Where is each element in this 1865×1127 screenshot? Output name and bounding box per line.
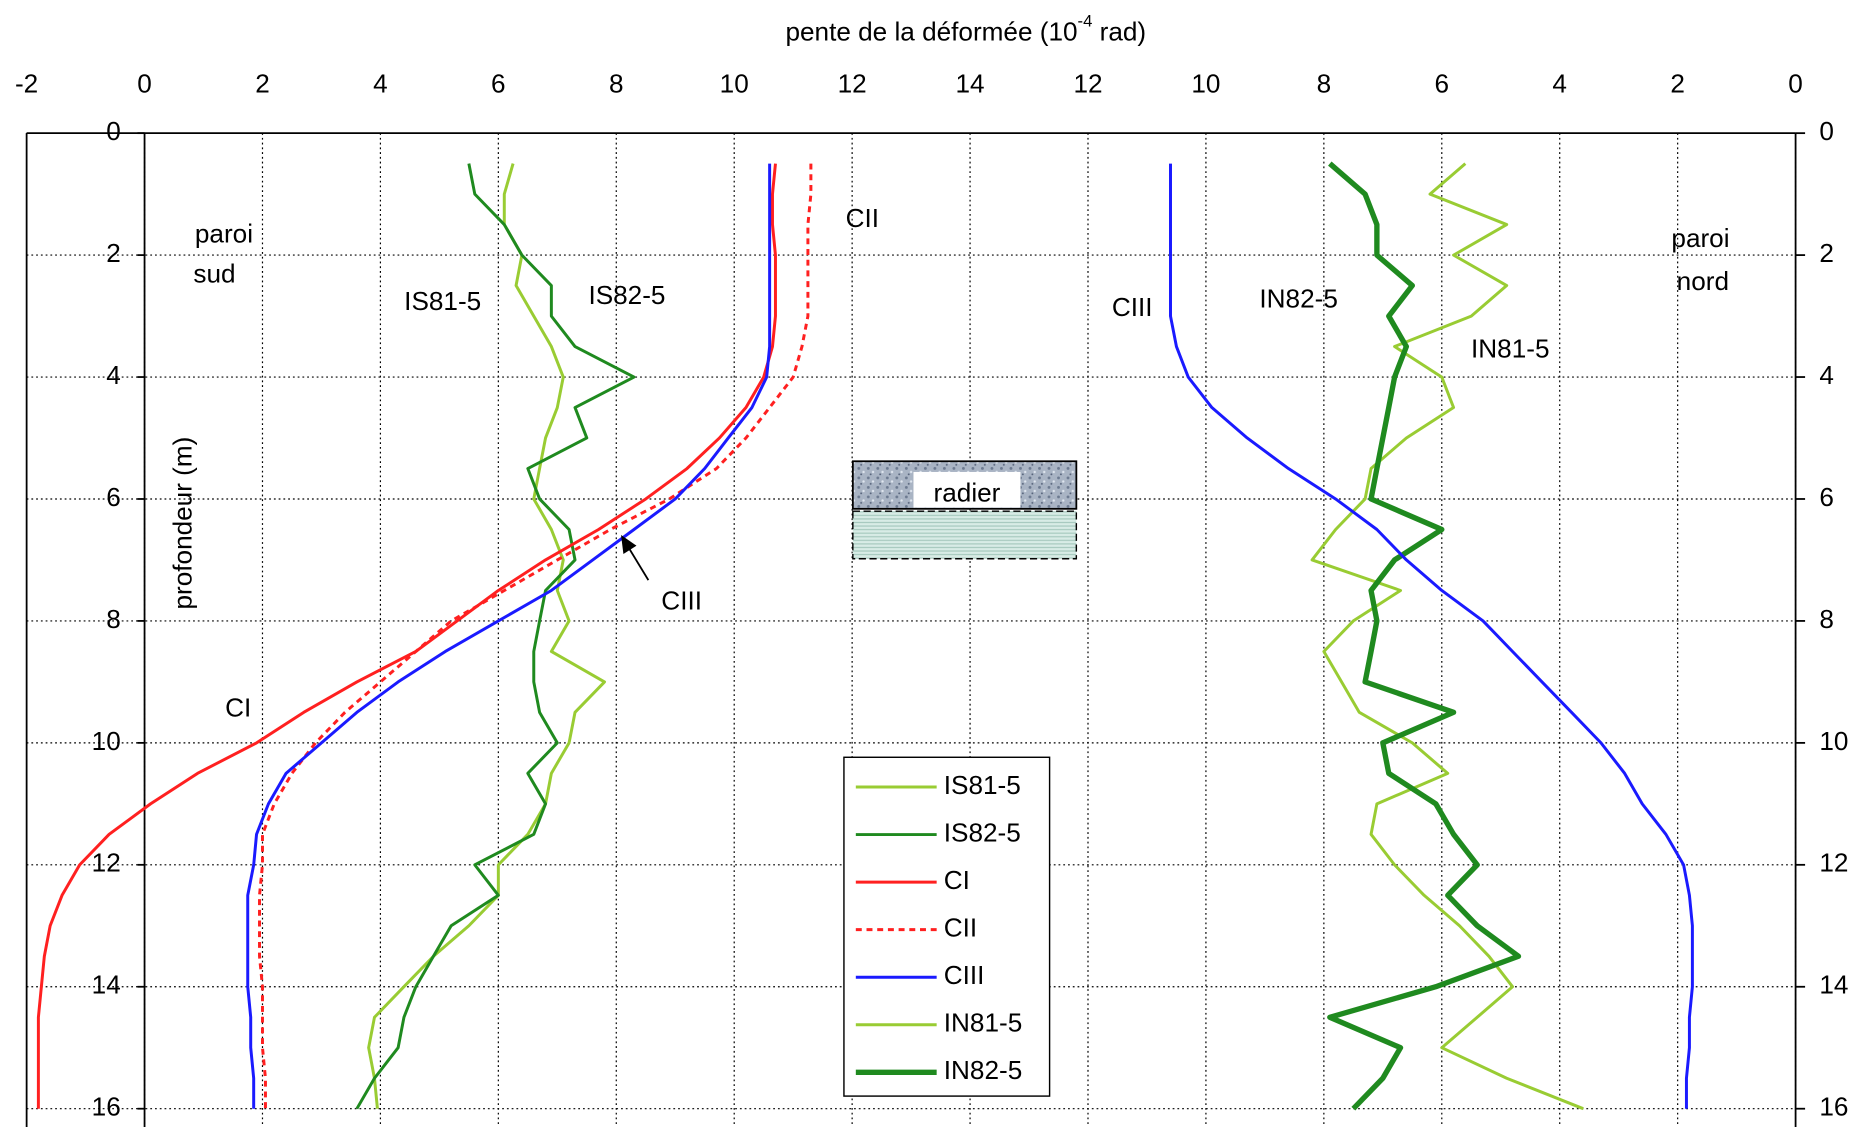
legend-label: CIII (944, 960, 985, 990)
title-text: rad) (1092, 16, 1146, 46)
series-line (36, 163, 777, 1109)
annotation: IS82-5 (588, 280, 665, 310)
chart-title: pente de la déformée (10-4 rad) (785, 12, 1146, 46)
y-tick-label: 16 (92, 1092, 121, 1122)
y-tick-label: 2 (106, 238, 121, 268)
x-tick-label: 12 (838, 69, 867, 99)
y2-tick-label: 8 (1819, 604, 1834, 634)
y2-tick-label: 0 (1819, 116, 1834, 146)
x-tick-label: 6 (491, 69, 506, 99)
title-text: pente de la déformée (10 (785, 16, 1077, 46)
series-line (246, 163, 772, 1109)
x-tick-label: 4 (373, 69, 388, 99)
series-line (1310, 162, 1584, 1111)
series-line (1327, 161, 1522, 1111)
y2-tick-label: 12 (1819, 848, 1848, 878)
x-tick-label: 14 (956, 69, 985, 99)
x-tick-label: 0 (1788, 69, 1803, 99)
y-tick-label: 8 (106, 604, 121, 634)
x-tick-label: 12 (1073, 69, 1102, 99)
annotation: paroi (1671, 223, 1729, 253)
legend-label: IN82-5 (944, 1055, 1022, 1085)
annotation: radier (934, 477, 1001, 507)
arrow-head (621, 534, 637, 554)
x-tick-label: -2 (15, 69, 38, 99)
x-tick-label: 2 (255, 69, 270, 99)
annotation: CIII (661, 586, 702, 616)
y-tick-label: 10 (92, 726, 121, 756)
series-line (355, 163, 636, 1110)
annotation: CIII (1112, 292, 1153, 322)
y-tick-label: 4 (106, 360, 121, 390)
x-tick-label: 2 (1670, 69, 1685, 99)
annotation: sud (193, 259, 235, 289)
annotation: IS81-5 (404, 286, 481, 316)
annotation: CI (225, 693, 251, 723)
y-tick-label: 0 (106, 116, 121, 146)
y-tick-label: 6 (106, 482, 121, 512)
x-tick-label: 4 (1552, 69, 1567, 99)
radier-base (852, 510, 1078, 560)
x-tick-label: 0 (137, 69, 152, 99)
y2-tick-label: 16 (1819, 1092, 1848, 1122)
x-tick-label: 6 (1435, 69, 1450, 99)
annotation: IN81-5 (1471, 334, 1549, 364)
legend-label: IS81-5 (944, 770, 1021, 800)
legend-label: IN81-5 (944, 1008, 1022, 1038)
y2-tick-label: 6 (1819, 482, 1834, 512)
y2-tick-label: 2 (1819, 238, 1834, 268)
annotation: nord (1677, 266, 1729, 296)
legend: IS81-5 IS82-5 CI CII CIII IN81-5 IN82-5 (843, 756, 1051, 1097)
y-tick-label: 12 (92, 848, 121, 878)
annotation: paroi (195, 218, 253, 248)
y2-tick-label: 14 (1819, 970, 1848, 1000)
radier-label-bg (913, 471, 1021, 508)
legend-label: CI (944, 865, 970, 895)
y-tick-label: 14 (92, 970, 121, 1000)
title-superscript: -4 (1078, 12, 1093, 31)
annotation: IN82-5 (1259, 284, 1337, 314)
legend-box (843, 756, 1051, 1097)
y2-tick-label: 10 (1819, 726, 1848, 756)
x-tick-label: 8 (1317, 69, 1332, 99)
series-line (258, 163, 813, 1109)
x-tick-label: 8 (609, 69, 624, 99)
x-tick-label: 10 (1191, 69, 1220, 99)
y-axis-label: profondeur (m) (168, 437, 198, 610)
legend-label: CII (944, 913, 977, 943)
series-line (1169, 163, 1694, 1109)
legend-label: IS82-5 (944, 817, 1021, 847)
x-tick-label: 10 (720, 69, 749, 99)
annotation: CII (846, 203, 879, 233)
arrow (627, 546, 650, 581)
series-line (367, 163, 606, 1109)
y2-tick-label: 4 (1819, 360, 1834, 390)
